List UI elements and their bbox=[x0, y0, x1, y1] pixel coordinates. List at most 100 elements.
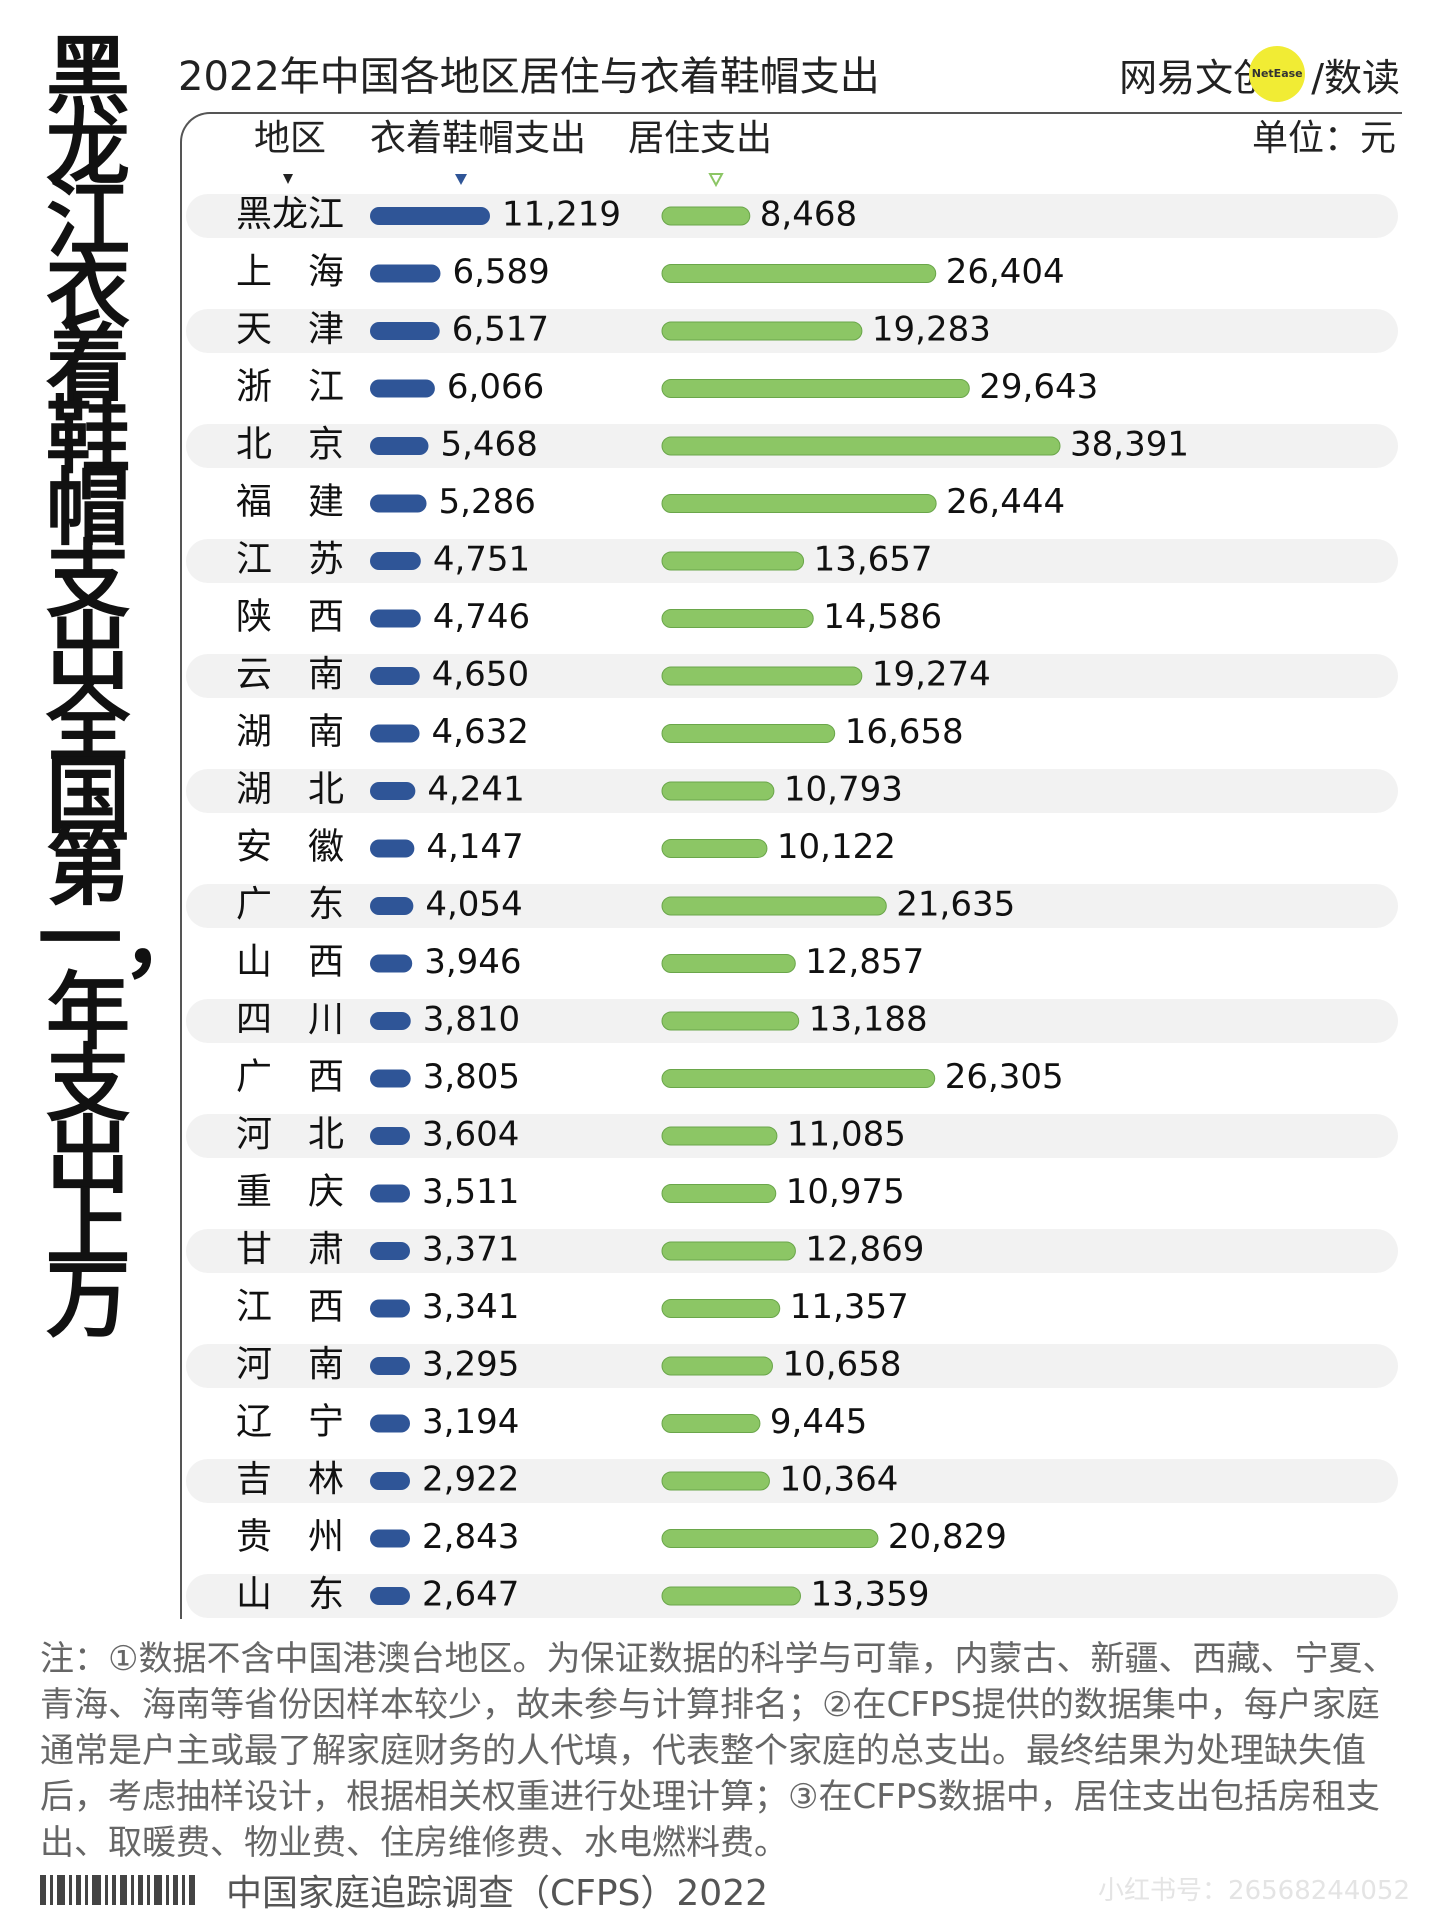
value-label-clothing: 5,286 bbox=[439, 482, 536, 522]
bar-clothing bbox=[370, 1242, 410, 1260]
value-label-clothing: 3,341 bbox=[422, 1287, 519, 1327]
bar-housing bbox=[661, 1529, 879, 1548]
value-label-clothing: 5,468 bbox=[440, 425, 537, 465]
value-label-clothing: 4,746 bbox=[433, 597, 530, 637]
bar-housing bbox=[661, 1414, 761, 1433]
footnotes: 注：①数据不含中国港澳台地区。为保证数据的科学与可靠，内蒙古、新疆、西藏、宁夏、… bbox=[40, 1639, 1397, 1863]
region-label: 湖 南 bbox=[236, 712, 344, 753]
value-label-housing: 10,122 bbox=[777, 827, 896, 867]
value-label-housing: 26,305 bbox=[945, 1057, 1064, 1097]
bar-clothing bbox=[370, 609, 421, 628]
value-label-clothing: 4,147 bbox=[426, 827, 523, 867]
bar-clothing bbox=[370, 1184, 410, 1203]
region-label: 云 南 bbox=[236, 654, 344, 695]
bar-housing bbox=[661, 379, 970, 398]
region-label: 广 西 bbox=[236, 1057, 344, 1098]
header-clothing: 衣着鞋帽支出 bbox=[370, 118, 586, 159]
bar-housing bbox=[661, 494, 937, 513]
value-label-housing: 13,188 bbox=[809, 1000, 928, 1040]
brand-circle: NetEase bbox=[1249, 46, 1306, 102]
sort-arrow-region bbox=[283, 174, 293, 184]
value-label-housing: 10,975 bbox=[786, 1172, 905, 1212]
value-label-clothing: 2,647 bbox=[422, 1575, 519, 1615]
bar-clothing bbox=[370, 724, 420, 743]
value-label-clothing: 4,632 bbox=[432, 712, 529, 752]
bar-clothing bbox=[370, 1127, 410, 1145]
value-label-clothing: 3,805 bbox=[423, 1057, 520, 1097]
brand-shudu: /数读 bbox=[1311, 55, 1400, 100]
region-label: 重 庆 bbox=[236, 1172, 344, 1213]
bar-clothing bbox=[370, 1472, 410, 1490]
value-label-housing: 11,085 bbox=[787, 1115, 906, 1155]
value-label-housing: 19,283 bbox=[872, 310, 991, 350]
bar-clothing bbox=[370, 782, 416, 800]
value-label-clothing: 3,810 bbox=[423, 1000, 520, 1040]
bar-clothing bbox=[370, 1414, 410, 1433]
bar-clothing bbox=[370, 552, 421, 570]
chart-title: 2022年中国各地区居住与衣着鞋帽支出 bbox=[178, 54, 880, 100]
region-label: 贵 州 bbox=[236, 1517, 344, 1558]
bar-clothing bbox=[370, 1587, 410, 1605]
bar-clothing bbox=[370, 1012, 411, 1030]
bar-housing bbox=[661, 436, 1061, 456]
bar-clothing bbox=[370, 1299, 410, 1318]
value-label-clothing: 6,589 bbox=[452, 252, 549, 292]
row-stripe bbox=[186, 1459, 1398, 1503]
value-label-housing: 16,658 bbox=[845, 712, 964, 752]
value-label-clothing: 3,511 bbox=[422, 1172, 519, 1212]
value-label-clothing: 2,843 bbox=[422, 1517, 519, 1557]
value-label-housing: 21,635 bbox=[896, 885, 1015, 925]
value-label-housing: 13,657 bbox=[814, 540, 933, 580]
source-text: 中国家庭追踪调查（CFPS）2022 bbox=[226, 1873, 769, 1914]
value-label-housing: 12,869 bbox=[805, 1230, 924, 1270]
bar-housing bbox=[661, 954, 796, 973]
bar-housing bbox=[661, 1471, 770, 1491]
bar-clothing bbox=[370, 1357, 410, 1375]
bar-clothing bbox=[370, 954, 413, 973]
value-label-clothing: 3,946 bbox=[424, 942, 521, 982]
value-label-housing: 38,391 bbox=[1070, 425, 1189, 465]
region-label: 河 北 bbox=[236, 1114, 344, 1155]
bar-clothing bbox=[370, 667, 420, 685]
region-label: 江 西 bbox=[236, 1287, 344, 1328]
value-label-clothing: 11,219 bbox=[502, 195, 621, 235]
region-label: 甘 肃 bbox=[236, 1229, 344, 1270]
value-label-clothing: 6,066 bbox=[447, 367, 544, 407]
region-label: 辽 宁 bbox=[236, 1402, 344, 1443]
watermark: 小红书号：26568244052 bbox=[1098, 1876, 1410, 1906]
region-label: 陕 西 bbox=[236, 597, 344, 638]
region-label: 安 徽 bbox=[236, 827, 344, 868]
brand-logo: 网易文创 NetEase /数读 bbox=[1119, 44, 1400, 104]
value-label-housing: 19,274 bbox=[872, 655, 991, 695]
value-label-housing: 10,364 bbox=[779, 1460, 898, 1500]
region-label: 湖 北 bbox=[236, 769, 344, 810]
region-label: 四 川 bbox=[236, 999, 344, 1040]
region-label: 浙 江 bbox=[236, 367, 344, 408]
value-label-clothing: 3,604 bbox=[422, 1115, 519, 1155]
value-label-housing: 20,829 bbox=[888, 1517, 1007, 1557]
vertical-title: 黑龙江衣着鞋帽支出全国第一，年支出上万 bbox=[38, 27, 207, 1349]
bar-clothing bbox=[370, 264, 441, 283]
row-stripe bbox=[186, 1114, 1398, 1158]
bar-clothing bbox=[370, 1529, 410, 1548]
sort-arrow-housing bbox=[708, 173, 724, 188]
barcode-icon bbox=[40, 1875, 195, 1905]
value-label-housing: 10,793 bbox=[784, 770, 903, 810]
region-label: 黑龙江 bbox=[236, 194, 344, 235]
value-label-housing: 10,658 bbox=[782, 1345, 901, 1385]
value-label-clothing: 3,371 bbox=[422, 1230, 519, 1270]
bar-housing bbox=[661, 1069, 936, 1088]
region-label: 江 苏 bbox=[236, 539, 344, 580]
value-label-clothing: 4,241 bbox=[427, 770, 524, 810]
chart-frame: 地区 衣着鞋帽支出 居住支出 单位：元 黑龙江 11,219 8,468 上 海 6,589 26… bbox=[180, 112, 1402, 1619]
value-label-clothing: 3,194 bbox=[422, 1402, 519, 1442]
bar-housing bbox=[661, 609, 814, 628]
bar-housing bbox=[661, 1356, 773, 1376]
bar-housing bbox=[661, 264, 937, 283]
header-region: 地区 bbox=[254, 118, 326, 159]
value-label-housing: 11,357 bbox=[790, 1287, 909, 1327]
value-label-housing: 9,445 bbox=[770, 1402, 867, 1442]
value-label-clothing: 2,922 bbox=[422, 1460, 519, 1500]
bar-housing bbox=[661, 896, 887, 916]
